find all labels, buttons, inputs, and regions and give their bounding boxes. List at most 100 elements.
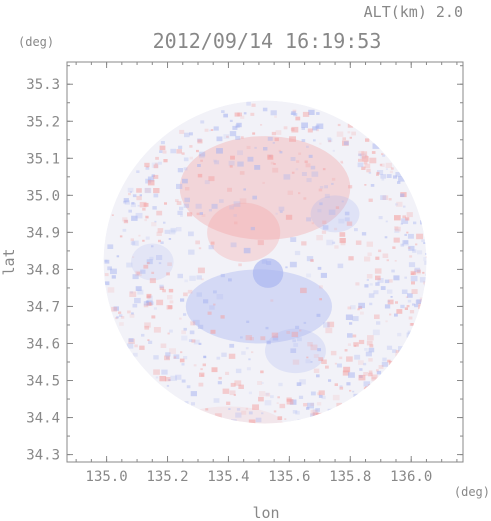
speckle-cell <box>134 344 138 348</box>
speckle-cell <box>153 164 159 169</box>
speckle-cell <box>321 395 326 400</box>
speckle-cell <box>398 176 405 182</box>
speckle-cell <box>243 112 247 115</box>
speckle-cell <box>245 407 249 410</box>
speckle-cell <box>364 348 368 351</box>
speckle-cell <box>369 344 374 348</box>
speckle-cell <box>197 324 204 329</box>
speckle-cell <box>337 263 344 269</box>
speckle-cell <box>239 198 247 204</box>
speckle-cell <box>181 379 186 383</box>
speckle-cell <box>142 207 146 211</box>
y-tick-label: 35.3 <box>26 77 60 93</box>
speckle-cell <box>248 391 252 395</box>
speckle-cell <box>173 356 177 359</box>
speckle-cell <box>258 396 264 402</box>
speckle-cell <box>386 174 392 178</box>
speckle-cell <box>216 136 223 142</box>
speckle-cell <box>361 166 366 170</box>
speckle-cell <box>420 220 426 225</box>
speckle-cell <box>168 288 174 293</box>
speckle-cell <box>123 219 129 224</box>
speckle-cell <box>286 397 292 402</box>
speckle-cell <box>156 210 163 216</box>
speckle-cell <box>341 200 344 203</box>
speckle-cell <box>241 351 246 355</box>
speckle-cell <box>382 357 387 362</box>
speckle-cell <box>176 227 182 232</box>
speckle-cell <box>381 178 385 181</box>
speckle-cell <box>120 316 125 319</box>
speckle-cell <box>388 279 393 283</box>
speckle-cell <box>307 342 313 347</box>
speckle-cell <box>289 136 296 142</box>
speckle-cell <box>193 364 197 367</box>
speckle-cell <box>412 249 417 253</box>
speckle-cell <box>160 241 164 244</box>
speckle-cell <box>312 408 319 414</box>
speckle-cell <box>419 297 426 303</box>
speckle-cell <box>382 253 389 258</box>
speckle-cell <box>318 394 323 398</box>
speckle-cell <box>382 154 386 157</box>
speckle-cell <box>191 402 195 406</box>
speckle-cell <box>404 307 408 310</box>
speckle-cell <box>272 336 279 341</box>
speckle-cell <box>251 351 254 354</box>
speckle-cell <box>363 372 368 376</box>
speckle-cell <box>376 321 381 325</box>
speckle-cell <box>340 241 346 246</box>
speckle-cell <box>135 212 143 219</box>
speckle-cell <box>342 137 346 141</box>
speckle-cell <box>254 165 261 170</box>
speckle-cell <box>403 205 406 208</box>
speckle-cell <box>291 111 296 115</box>
speckle-cell <box>306 256 314 262</box>
speckle-cell <box>363 362 367 366</box>
speckle-cell <box>104 259 110 264</box>
speckle-cell <box>310 413 316 418</box>
speckle-cell <box>343 141 349 146</box>
speckle-cell <box>230 155 235 160</box>
speckle-cell <box>331 182 334 185</box>
speckle-cell <box>201 214 206 217</box>
speckle-cell <box>149 303 153 306</box>
speckle-cell <box>129 313 135 318</box>
speckle-cell <box>346 356 353 362</box>
speckle-cell <box>324 193 330 198</box>
speckle-cell <box>166 272 170 276</box>
speckle-cell <box>402 215 406 219</box>
speckle-cell <box>216 148 223 154</box>
speckle-cell <box>380 286 386 290</box>
speckle-cell <box>168 238 172 240</box>
speckle-cell <box>213 159 217 163</box>
speckle-cell <box>376 171 380 175</box>
speckle-cell <box>223 113 228 118</box>
speckle-cell <box>151 245 154 248</box>
x-unit-label: (deg) <box>454 485 490 499</box>
speckle-cell <box>316 129 319 132</box>
speckle-cell <box>250 226 255 231</box>
speckle-cell <box>246 145 251 149</box>
speckle-cell <box>183 203 190 208</box>
speckle-cell <box>189 145 193 148</box>
speckle-cell <box>179 129 185 134</box>
speckle-cell <box>130 238 134 242</box>
speckle-cell <box>214 413 222 419</box>
speckle-cell <box>303 197 307 200</box>
speckle-cell <box>279 422 285 424</box>
y-tick-label: 34.5 <box>26 374 60 390</box>
speckle-cell <box>410 270 416 276</box>
speckle-cell <box>235 124 240 128</box>
speckle-cell <box>330 350 337 356</box>
speckle-cell <box>195 240 200 245</box>
speckle-cell <box>185 187 190 191</box>
speckle-cell <box>310 165 316 170</box>
speckle-cell <box>394 215 401 221</box>
speckle-cell <box>255 417 262 423</box>
speckle-cell <box>425 273 427 277</box>
speckle-cell <box>351 131 356 136</box>
speckle-cell <box>334 383 338 386</box>
speckle-cell <box>162 150 167 154</box>
speckle-cell <box>221 352 227 357</box>
